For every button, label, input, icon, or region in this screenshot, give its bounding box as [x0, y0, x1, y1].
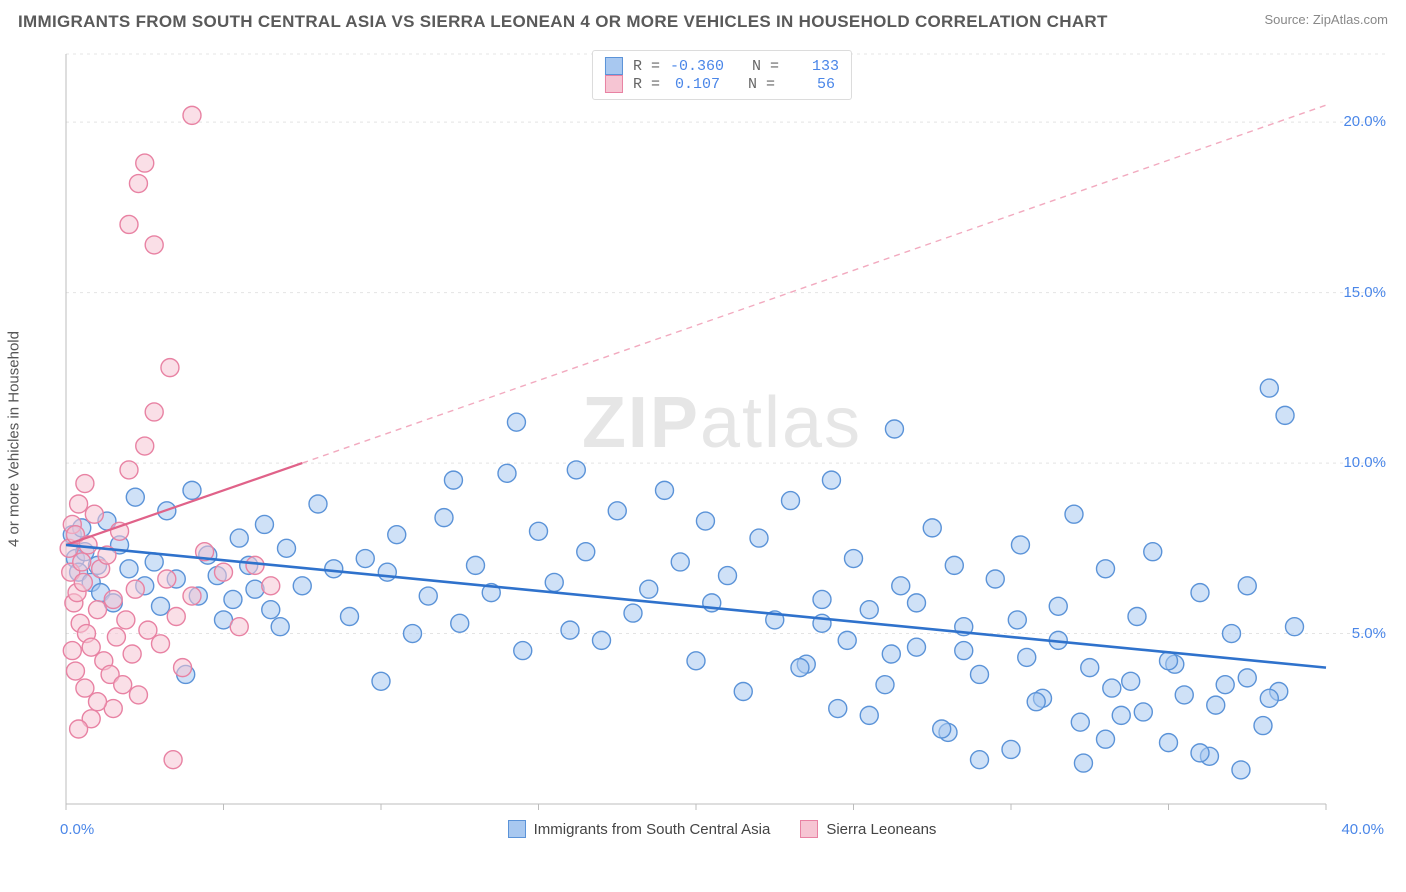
chart-title: IMMIGRANTS FROM SOUTH CENTRAL ASIA VS SI… — [18, 12, 1108, 32]
r-label: R = — [633, 76, 660, 93]
legend-label-blue: Immigrants from South Central Asia — [534, 821, 771, 838]
y-tick-label: 15.0% — [1343, 284, 1386, 301]
chart-container: 4 or more Vehicles in Household ZIPatlas… — [56, 44, 1388, 834]
corr-row-pink: R = 0.107 N = 56 — [605, 75, 839, 93]
swatch-pink — [605, 75, 623, 93]
n-label: N = — [730, 76, 775, 93]
n-value-blue: 133 — [789, 58, 839, 75]
y-tick-label: 10.0% — [1343, 454, 1386, 471]
header-bar: IMMIGRANTS FROM SOUTH CENTRAL ASIA VS SI… — [0, 0, 1406, 36]
legend-label-pink: Sierra Leoneans — [826, 821, 936, 838]
x-axis-min-label: 0.0% — [60, 821, 94, 838]
legend-item-pink: Sierra Leoneans — [800, 820, 936, 838]
bottom-legend: 0.0% Immigrants from South Central Asia … — [56, 820, 1388, 838]
corr-row-blue: R = -0.360 N = 133 — [605, 57, 839, 75]
source-label: Source: ZipAtlas.com — [1264, 12, 1388, 27]
swatch-blue — [508, 820, 526, 838]
swatch-blue — [605, 57, 623, 75]
scatter-plot — [56, 44, 1388, 834]
n-value-pink: 56 — [785, 76, 835, 93]
x-axis-max-label: 40.0% — [1341, 821, 1384, 838]
y-tick-label: 20.0% — [1343, 113, 1386, 130]
y-axis-label: 4 or more Vehicles in Household — [6, 331, 23, 547]
r-value-blue: -0.360 — [670, 58, 724, 75]
n-label: N = — [734, 58, 779, 75]
r-value-pink: 0.107 — [670, 76, 720, 93]
legend-item-blue: Immigrants from South Central Asia — [508, 820, 771, 838]
y-tick-label: 5.0% — [1352, 625, 1386, 642]
swatch-pink — [800, 820, 818, 838]
correlation-legend: R = -0.360 N = 133 R = 0.107 N = 56 — [592, 50, 852, 100]
r-label: R = — [633, 58, 660, 75]
